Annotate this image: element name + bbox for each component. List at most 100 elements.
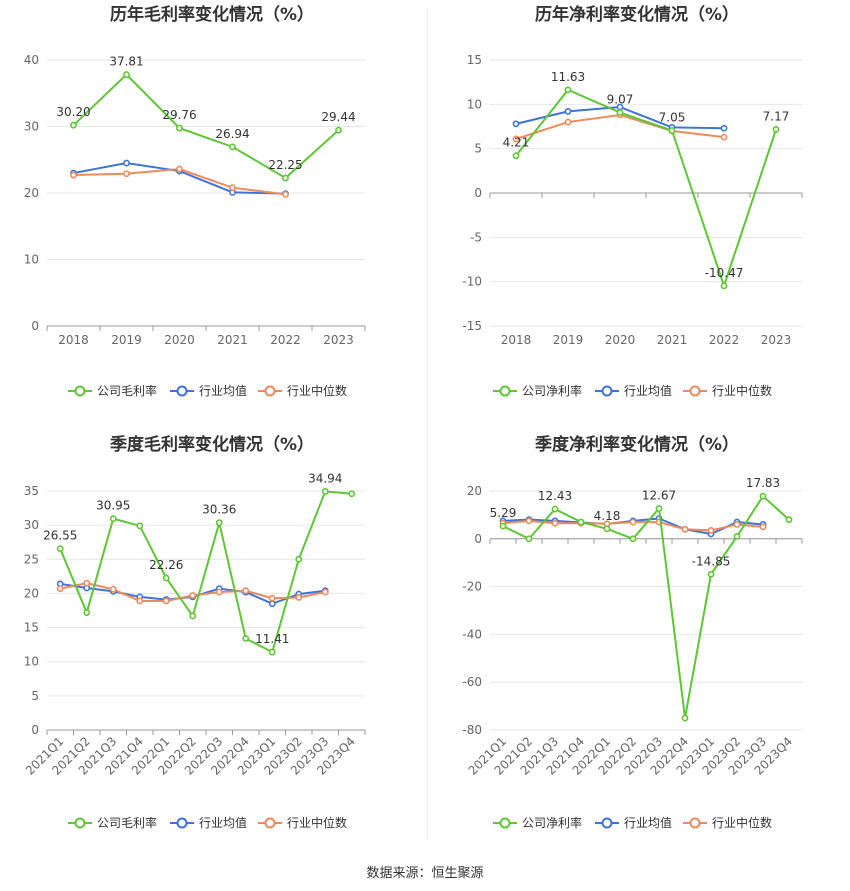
legend-marker <box>264 817 276 829</box>
data-point <box>759 523 767 531</box>
data-point <box>785 516 793 524</box>
x-tick-label: 2020 <box>164 333 195 347</box>
data-point <box>109 515 117 523</box>
data-point <box>70 171 77 179</box>
legend-marker <box>499 385 511 397</box>
data-point <box>668 127 676 134</box>
data-point <box>295 555 303 563</box>
legend-label[interactable]: 公司毛利率 <box>97 383 157 398</box>
series-line <box>59 490 352 654</box>
data-label: 12.43 <box>538 489 572 503</box>
data-point <box>83 609 91 616</box>
x-tick-label: 2023 <box>761 333 792 347</box>
y-tick-label: -15 <box>462 319 482 333</box>
chart-svg: 季度净利率变化情况（%）-80-60-40-200202021Q12021Q22… <box>462 434 803 830</box>
legend-marker <box>601 817 613 829</box>
data-point <box>56 545 64 553</box>
data-point <box>525 535 533 543</box>
y-tick-label: -40 <box>462 627 482 641</box>
data-point <box>720 124 728 132</box>
legend-marker <box>264 385 276 397</box>
chart-title: 季度净利率变化情况（%） <box>535 434 739 455</box>
legend-label[interactable]: 行业均值 <box>199 383 247 398</box>
x-tick-label: 2018 <box>58 333 89 347</box>
legend-label[interactable]: 行业中位数 <box>287 383 347 398</box>
y-tick-label: 20 <box>467 484 482 498</box>
data-point <box>136 522 144 530</box>
data-label: 9.07 <box>607 93 634 107</box>
y-tick-label: 0 <box>31 319 39 333</box>
legend-marker <box>601 385 613 397</box>
legend-label[interactable]: 行业中位数 <box>712 383 772 398</box>
y-tick-label: -60 <box>462 675 482 689</box>
legend-label[interactable]: 行业中位数 <box>287 815 347 830</box>
legend-marker <box>74 385 86 397</box>
data-point <box>512 120 520 128</box>
data-point <box>295 594 303 601</box>
data-point <box>616 109 624 116</box>
chart-svg: 历年净利率变化情况（%） -15 -10 -5 0 5 10 15 2018 2019 2020 20… <box>462 4 803 398</box>
y-tick-label: 35 <box>24 484 39 498</box>
legend-label[interactable]: 公司净利率 <box>522 815 582 830</box>
data-point <box>564 118 572 126</box>
data-source-note: 数据来源：恒生聚源 <box>366 866 484 881</box>
legend-label[interactable]: 行业中位数 <box>712 815 772 830</box>
data-point <box>551 519 559 527</box>
legend-label[interactable]: 行业均值 <box>199 815 247 830</box>
data-point <box>242 635 250 642</box>
y-tick-label: 0 <box>474 186 482 200</box>
legend-marker <box>689 385 701 397</box>
y-tick-label: -5 <box>470 230 482 244</box>
legend-label[interactable]: 行业均值 <box>624 383 672 398</box>
data-point <box>176 124 183 132</box>
data-label: 11.63 <box>551 70 585 84</box>
chart-title: 历年毛利率变化情况（%） <box>110 4 314 25</box>
legend-label[interactable]: 公司毛利率 <box>97 815 157 830</box>
data-point <box>577 518 585 526</box>
data-label: 30.20 <box>56 105 90 119</box>
data-point <box>70 121 77 129</box>
panel-divider <box>427 8 428 840</box>
data-point <box>123 159 130 167</box>
data-label: 26.94 <box>215 127 249 141</box>
chart-title: 历年净利率变化情况（%） <box>535 4 739 25</box>
y-tick-label: 0 <box>31 723 39 737</box>
legend-marker <box>176 385 188 397</box>
chart-title: 季度毛利率变化情况（%） <box>110 434 314 455</box>
y-tick-label: -10 <box>462 275 482 289</box>
data-label: 30.95 <box>96 499 130 513</box>
data-point <box>321 488 329 495</box>
data-label: 22.26 <box>149 558 183 572</box>
x-tick-label: 2018 <box>501 333 532 347</box>
data-point <box>629 535 637 543</box>
y-tick-label: 30 <box>24 120 39 134</box>
series-line <box>72 73 340 180</box>
data-point <box>123 170 130 178</box>
data-label: 7.05 <box>659 110 686 124</box>
y-tick-label: -20 <box>462 580 482 594</box>
data-point <box>720 282 728 290</box>
data-point <box>229 143 236 151</box>
data-label: 26.55 <box>43 529 77 543</box>
y-tick-label: 15 <box>467 53 482 67</box>
y-tick-label: 5 <box>31 689 39 703</box>
data-point <box>564 108 572 115</box>
x-tick-label: 2023 <box>323 333 354 347</box>
annual-gross-margin-chart: 历年毛利率变化情况（%） 0 10 20 30 40 2018 2019 2020 2021 202… <box>0 0 425 430</box>
data-point <box>176 165 183 173</box>
data-label: 34.94 <box>308 471 342 485</box>
chart-svg: 季度毛利率变化情况（%）051015202530352021Q12021Q220… <box>23 434 366 830</box>
data-point <box>681 525 689 533</box>
legend-label[interactable]: 行业均值 <box>624 815 672 830</box>
chart-svg: 历年毛利率变化情况（%） 0 10 20 30 40 2018 2019 2020 2021 202… <box>24 4 366 398</box>
y-tick-label: 10 <box>24 655 39 669</box>
series-line <box>515 88 777 289</box>
data-point <box>56 585 64 593</box>
data-point <box>162 574 170 582</box>
data-point <box>268 648 276 656</box>
data-point <box>162 597 170 605</box>
data-label: 12.67 <box>642 489 676 503</box>
legend-label[interactable]: 公司净利率 <box>522 383 582 398</box>
data-label: 29.76 <box>162 108 196 122</box>
data-label: 11.41 <box>255 632 289 646</box>
